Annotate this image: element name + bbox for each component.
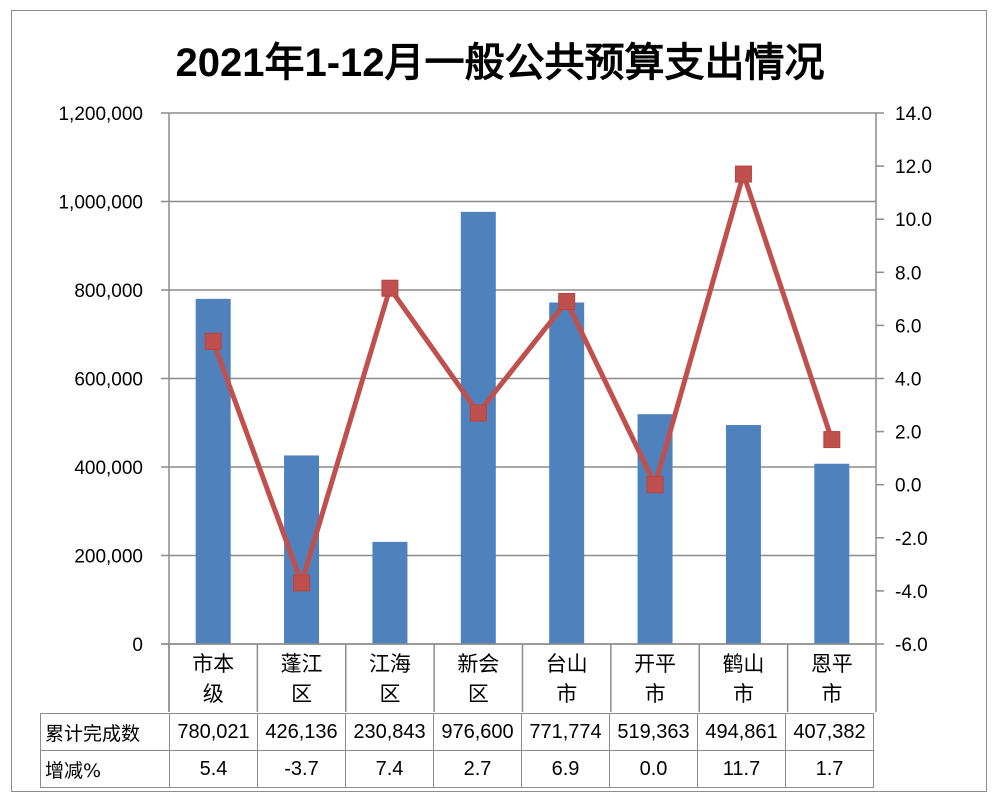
bar (372, 541, 408, 644)
data-table: 累计完成数 780,021 426,136 230,843 976,600 77… (40, 713, 874, 788)
table-cell: 771,774 (521, 713, 610, 751)
bar (549, 302, 585, 644)
category-label: 开平 (634, 652, 676, 676)
square-marker (469, 404, 487, 422)
category-label: 市本 (192, 652, 234, 676)
bar (814, 463, 850, 644)
table-cell: 0.0 (609, 750, 698, 788)
table-cell: 1.7 (785, 750, 874, 788)
table-cell: 780,021 (169, 713, 258, 751)
category-label: 新会 (457, 652, 499, 676)
category-label: 台山 (546, 652, 588, 676)
left-axis-label: 200,000 (74, 547, 143, 568)
table-cell: 519,363 (609, 713, 698, 751)
table-cell: 230,843 (345, 713, 434, 751)
table-cell: 7.4 (345, 750, 434, 788)
square-marker (293, 574, 311, 592)
table-cell: 11.7 (697, 750, 786, 788)
left-axis-label: 400,000 (74, 458, 143, 479)
table-cell: 494,861 (697, 713, 786, 751)
table-cell: 426,136 (257, 713, 346, 751)
category-label: 区 (291, 682, 312, 706)
table-cell: 407,382 (785, 713, 874, 751)
square-marker (558, 293, 576, 311)
right-axis-label: 0.0 (895, 476, 921, 497)
table-row-total: 累计完成数 780,021 426,136 230,843 976,600 77… (40, 713, 874, 751)
left-axis-label: 600,000 (74, 370, 143, 391)
category-label: 恩平 (811, 652, 853, 676)
square-marker (646, 476, 664, 494)
left-axis-label: 800,000 (74, 281, 143, 302)
right-axis-label: 14.0 (895, 104, 932, 125)
category-label: 市 (645, 682, 666, 706)
chart-title: 2021年1-12月一般公共预算支出情况 (175, 41, 825, 85)
growth-line (210, 165, 835, 591)
chart-frame (11, 10, 987, 792)
right-axis-label: 2.0 (895, 423, 921, 444)
right-axis-label: 10.0 (895, 210, 932, 231)
table-row-change: 增减% 5.4 -3.7 7.4 2.7 6.9 0.0 11.7 1.7 (40, 750, 874, 788)
table-cell: 5.4 (169, 750, 258, 788)
left-axis-label: 1,000,000 (58, 193, 143, 214)
category-label: 市 (733, 682, 754, 706)
right-axis-label: 8.0 (895, 263, 921, 284)
right-axis-label: -4.0 (895, 582, 928, 603)
table-cell: 6.9 (521, 750, 610, 788)
category-label: 鹤山 (722, 652, 764, 676)
category-label: 市 (556, 682, 577, 706)
right-axis-label: -6.0 (895, 635, 928, 656)
bar (725, 425, 761, 644)
bar (195, 298, 231, 644)
right-axis-label: 12.0 (895, 157, 932, 178)
category-label: 区 (468, 682, 489, 706)
left-axis-label: 0 (132, 635, 143, 656)
category-label: 区 (379, 682, 400, 706)
category-label: 级 (203, 682, 224, 706)
left-axis-label: 1,200,000 (58, 104, 143, 125)
row-header-change: 增减% (40, 750, 170, 788)
table-cell: 976,600 (433, 713, 522, 751)
right-axis-label: 6.0 (895, 316, 921, 337)
category-label: 蓬江 (281, 652, 323, 676)
right-axis-label: 4.0 (895, 370, 921, 391)
table-cell: -3.7 (257, 750, 346, 788)
bar (460, 211, 496, 645)
square-marker (204, 332, 222, 350)
square-marker (823, 431, 841, 449)
category-label: 市 (821, 682, 842, 706)
row-header-total: 累计完成数 (40, 713, 170, 751)
table-cell: 2.7 (433, 750, 522, 788)
square-marker (381, 279, 399, 297)
category-label: 江海 (369, 652, 411, 676)
square-marker (734, 165, 752, 183)
right-axis-label: -2.0 (895, 529, 928, 550)
